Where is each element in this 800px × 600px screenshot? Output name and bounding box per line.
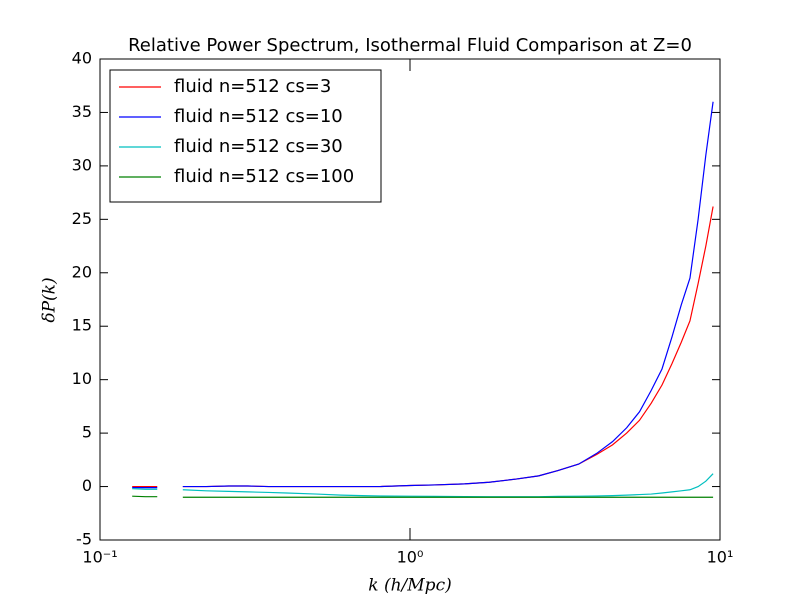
series-line	[132, 101, 714, 489]
y-tick-label: -5	[76, 530, 92, 549]
y-tick-label: 35	[72, 102, 92, 121]
y-tick-label: 0	[82, 476, 92, 495]
chart-title: Relative Power Spectrum, Isothermal Flui…	[128, 35, 692, 56]
legend-label: fluid n=512 cs=100	[174, 166, 354, 187]
x-tick-label: 10¹	[707, 548, 734, 567]
y-tick-label: 30	[72, 155, 92, 174]
x-axis-label: k (h/Mpc)	[368, 576, 451, 596]
legend-box	[109, 69, 382, 203]
y-tick-label: 20	[72, 262, 92, 281]
y-tick-label: 5	[82, 423, 92, 442]
x-tick-label: 10⁻¹	[82, 548, 117, 567]
series-line	[132, 206, 714, 488]
legend-label: fluid n=512 cs=10	[174, 106, 343, 127]
y-tick-label: 40	[72, 49, 92, 68]
y-tick-label: 15	[72, 316, 92, 335]
y-tick-label: 10	[72, 369, 92, 388]
series-line	[132, 495, 714, 498]
legend-label: fluid n=512 cs=30	[174, 136, 343, 157]
y-tick-label: 25	[72, 209, 92, 228]
x-tick-label: 10⁰	[397, 548, 424, 567]
legend-label: fluid n=512 cs=3	[174, 76, 331, 97]
y-axis-label: δP(k)	[40, 277, 60, 322]
